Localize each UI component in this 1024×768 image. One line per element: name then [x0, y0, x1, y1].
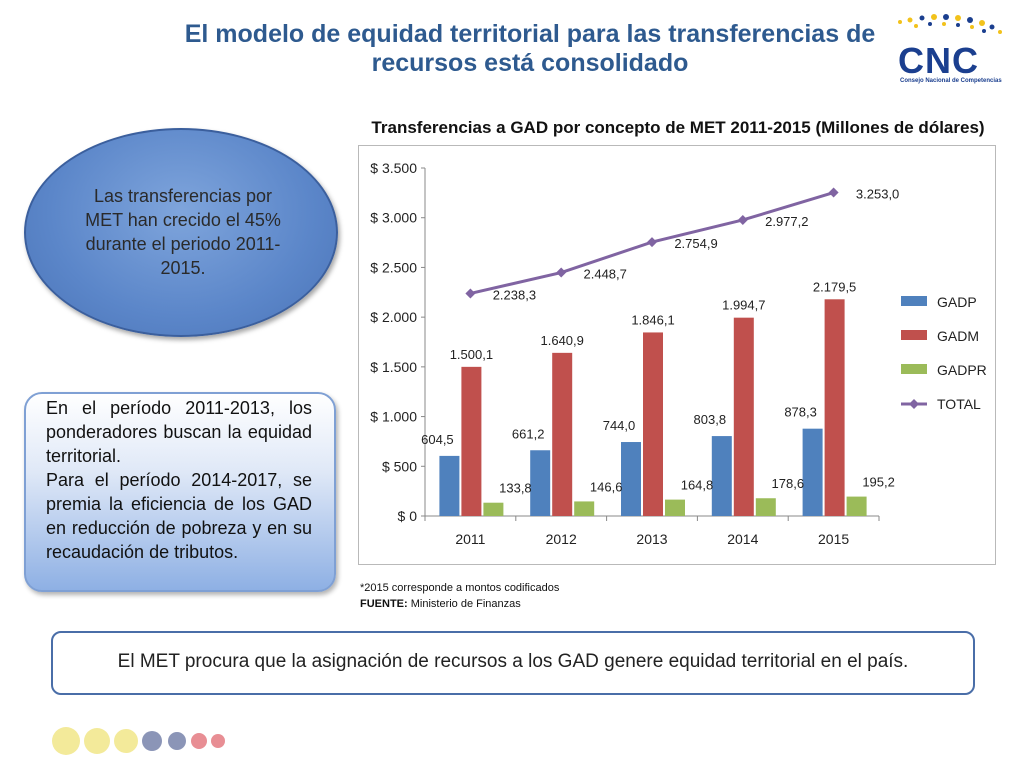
bar-gadpr [755, 498, 776, 516]
bar-label-gadpr: 195,2 [862, 475, 895, 490]
logo-subtitle: Consejo Nacional de Competencias [900, 78, 1002, 84]
y-tick-label: $ 2.000 [370, 309, 417, 325]
bar-label-gadpr: 178,6 [772, 476, 805, 491]
bar-gadp [711, 436, 732, 516]
y-tick-label: $ 1.000 [370, 409, 417, 425]
bar-gadpr [846, 496, 867, 516]
info-box-text: En el período 2011-2013, los ponderadore… [46, 396, 312, 564]
x-tick-label: 2015 [818, 531, 849, 547]
bar-gadm [461, 366, 482, 516]
bar-label-gadp: 878,3 [784, 405, 817, 420]
conclusion-box [51, 631, 975, 695]
bar-gadp [530, 450, 551, 516]
dot-4 [142, 731, 162, 751]
legend-swatch-gadpr [901, 364, 927, 374]
legend-label-gadm: GADM [937, 328, 979, 344]
bar-label-gadp: 803,8 [694, 412, 727, 427]
bar-gadpr [665, 499, 685, 516]
bar-gadm [552, 352, 573, 516]
y-tick-label: $ 0 [398, 508, 418, 524]
dot-2 [84, 728, 110, 754]
bar-label-gadp: 661,2 [512, 426, 545, 441]
legend-swatch-gadp [901, 296, 927, 306]
bar-label-gadm: 1.846,1 [631, 312, 674, 327]
bar-label-gadpr: 146,6 [590, 479, 623, 494]
chart-title: Transferencias a GAD por concepto de MET… [371, 118, 985, 137]
slide-title: El modelo de equidad territorial para la… [184, 20, 876, 77]
y-tick-label: $ 3.500 [370, 160, 417, 176]
logo-text: CNC [898, 40, 979, 81]
dot-6 [191, 733, 207, 749]
y-tick-label: $ 3.000 [370, 210, 417, 226]
info-paragraph-2: Para el período 2014-2017, se premia la … [46, 470, 312, 562]
total-marker [647, 237, 657, 248]
conclusion-text: El MET procura que la asignación de recu… [117, 651, 909, 672]
x-tick-label: 2012 [546, 531, 577, 547]
total-label: 3.253,0 [856, 187, 899, 202]
dot-3 [114, 729, 138, 753]
total-marker [556, 267, 567, 278]
bar-gadpr [574, 501, 595, 516]
legend-marker-total [909, 399, 919, 409]
logo-swoosh-dots [898, 14, 1002, 34]
legend-label-total: TOTAL [937, 396, 981, 412]
y-tick-label: $ 2.500 [370, 259, 417, 275]
bar-label-gadp: 744,0 [603, 418, 636, 433]
bar-label-gadm: 1.640,9 [541, 333, 584, 348]
chart-frame: $ 0 $ 500 $ 1.000 $ 1.500 $ 2.000 $ 2.500 $ 3.… [358, 145, 996, 565]
y-tick-label: $ 500 [382, 458, 417, 474]
bar-gadm [824, 299, 845, 516]
bar-label-gadm: 1.500,1 [450, 347, 493, 362]
total-marker [465, 288, 476, 299]
bar-label-gadp: 604,5 [421, 432, 454, 447]
x-tick-label: 2014 [727, 531, 758, 547]
source-value: Ministerio de Finanzas [407, 598, 521, 610]
bar-gadm [733, 317, 754, 516]
cnc-logo [898, 14, 1002, 34]
x-tick-label: 2011 [455, 531, 485, 547]
bar-label-gadpr: 164,8 [681, 478, 714, 493]
total-label: 2.238,3 [493, 287, 536, 302]
y-tick-label: $ 1.500 [370, 359, 417, 375]
bar-label-gadm: 2.179,5 [813, 279, 856, 294]
total-marker [828, 187, 839, 198]
total-label: 2.754,9 [674, 236, 717, 251]
dot-1 [52, 727, 80, 755]
highlight-ellipse [24, 128, 338, 337]
bar-gadp [439, 455, 460, 516]
chart-note: *2015 corresponde a montos codificados [360, 582, 560, 594]
legend-swatch-gadm [901, 330, 927, 340]
total-marker [737, 214, 748, 225]
bar-label-gadm: 1.994,7 [722, 298, 765, 313]
info-paragraph-1: En el período 2011-2013, los ponderadore… [46, 398, 312, 466]
bar-gadpr [483, 502, 504, 516]
bar-gadp [802, 428, 823, 516]
ellipse-text: Las transferencias por MET han crecido e… [85, 186, 281, 278]
chart-source: FUENTE: Ministerio de Finanzas [360, 598, 521, 610]
total-label: 2.977,2 [765, 214, 808, 229]
dot-7 [211, 734, 225, 748]
chart: $ 0 $ 500 $ 1.000 $ 1.500 $ 2.000 $ 2.500 $ 3.… [370, 160, 987, 547]
x-tick-label: 2013 [636, 531, 667, 547]
total-label: 2.448,7 [584, 267, 627, 282]
source-label: FUENTE: [360, 598, 408, 610]
info-box [24, 392, 336, 592]
legend-label-gadpr: GADPR [937, 362, 987, 378]
bar-label-gadpr: 133,8 [499, 481, 532, 496]
bar-gadm [643, 332, 663, 516]
legend-label-gadp: GADP [937, 294, 977, 310]
bar-gadp [621, 442, 641, 516]
dot-5 [168, 732, 186, 750]
